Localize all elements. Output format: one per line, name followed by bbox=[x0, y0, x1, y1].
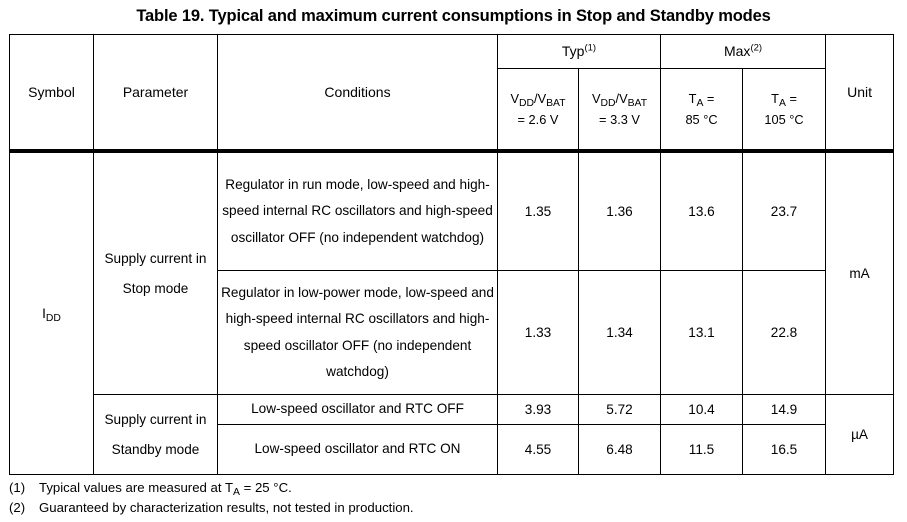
vbat-v-2: /V bbox=[615, 91, 628, 106]
cell-typ33-2: 5.72 bbox=[577, 394, 662, 425]
cell-max105-3: 16.5 bbox=[742, 424, 827, 475]
cell-typ26-2: 3.93 bbox=[497, 394, 579, 425]
footnote-2-text: Guaranteed by characterization results, … bbox=[39, 500, 414, 515]
table-header: Symbol Parameter Conditions Typ(1) Max(2… bbox=[9, 34, 895, 153]
cell-max85-2: 10.4 bbox=[660, 394, 744, 425]
page-title: Table 19. Typical and maximum current co… bbox=[136, 7, 771, 25]
footnote-1: (1) Typical values are measured at TA = … bbox=[9, 478, 889, 498]
header-max-ta-85: TA = 85 °C bbox=[660, 68, 744, 153]
table-row: IDD Supply current in Stop mode Regulato… bbox=[9, 150, 895, 475]
header-unit: Unit bbox=[825, 34, 895, 153]
header-max-ta-105: TA = 105 °C bbox=[742, 68, 827, 153]
idd-i: I bbox=[42, 306, 46, 321]
ta-t-2: T bbox=[771, 91, 779, 106]
footnote-1-text-b: = 25 °C. bbox=[239, 480, 292, 495]
cell-typ33-1: 1.34 bbox=[577, 270, 662, 395]
cell-unit-stop: mA bbox=[825, 150, 895, 395]
header-max-label: Max bbox=[723, 43, 751, 59]
cell-typ26-1: 1.33 bbox=[497, 270, 579, 395]
current-consumption-table: Symbol Parameter Conditions Typ(1) Max(2… bbox=[9, 34, 895, 475]
header-row-sub: VDD/VBAT = 2.6 V VDD/VBAT = 3.3 V TA = 8… bbox=[10, 68, 894, 153]
ta-sub-2: A bbox=[778, 97, 786, 109]
cell-symbol-idd: IDD bbox=[9, 150, 94, 475]
cell-typ33-0: 1.36 bbox=[577, 150, 662, 271]
header-max-footnote-marker: (2) bbox=[750, 42, 763, 54]
footnote-2: (2) Guaranteed by characterization resul… bbox=[9, 498, 889, 518]
cell-conditions-1: Regulator in low-power mode, low-speed a… bbox=[217, 270, 498, 395]
footnote-1-text: Typical values are measured at TA = 25 °… bbox=[39, 478, 889, 498]
header-typ-footnote-marker: (1) bbox=[584, 42, 597, 54]
footnote-1-sub: A bbox=[233, 486, 240, 498]
table-row: Regulator in low-power mode, low-speed a… bbox=[10, 270, 894, 395]
cell-unit-standby: µA bbox=[825, 394, 895, 475]
vdd-sub-1: DD bbox=[519, 97, 535, 109]
max-105-value: 105 °C bbox=[764, 112, 804, 127]
ta-eq-1: = bbox=[703, 91, 715, 106]
header-row-top: Symbol Parameter Conditions Typ(1) Max(2… bbox=[9, 34, 895, 153]
max-85-value: 85 °C bbox=[685, 112, 718, 127]
header-symbol: Symbol bbox=[9, 34, 94, 153]
footnote-1-text-a: Typical values are measured at T bbox=[39, 480, 233, 495]
cell-parameter-standby: Supply current in Standby mode bbox=[93, 394, 218, 475]
header-typ-group: Typ(1) bbox=[496, 34, 662, 69]
header-typ-vdd-26: VDD/VBAT = 2.6 V bbox=[497, 68, 579, 153]
footnote-1-marker: (1) bbox=[9, 480, 26, 495]
vbat-sub-1: BAT bbox=[546, 97, 566, 109]
ta-t-1: T bbox=[688, 91, 697, 106]
cell-conditions-3: Low-speed oscillator and RTC ON bbox=[217, 424, 498, 475]
table-container: Symbol Parameter Conditions Typ(1) Max(2… bbox=[9, 34, 895, 475]
cell-conditions-0: Regulator in run mode, low-speed and hig… bbox=[217, 150, 498, 271]
cell-conditions-2: Low-speed oscillator and RTC OFF bbox=[217, 394, 498, 425]
footnote-2-marker: (2) bbox=[9, 500, 26, 515]
header-typ-vdd-33: VDD/VBAT = 3.3 V bbox=[577, 68, 662, 153]
header-typ-label: Typ bbox=[561, 43, 585, 59]
typ-33-value: = 3.3 V bbox=[599, 112, 640, 127]
cell-max105-0: 23.7 bbox=[742, 150, 827, 271]
cell-max85-3: 11.5 bbox=[660, 424, 744, 475]
typ-26-value: = 2.6 V bbox=[517, 112, 559, 127]
cell-typ26-3: 4.55 bbox=[497, 424, 579, 475]
header-parameter: Parameter bbox=[93, 34, 218, 153]
vdd-v-2: V bbox=[591, 91, 601, 106]
cell-max85-0: 13.6 bbox=[660, 150, 744, 271]
table-row: Low-speed oscillator and RTC ON 4.55 6.4… bbox=[10, 424, 894, 475]
vdd-v-1: V bbox=[510, 91, 519, 106]
vbat-sub-2: BAT bbox=[627, 97, 648, 109]
cell-typ26-0: 1.35 bbox=[497, 150, 579, 271]
cell-typ33-3: 6.48 bbox=[577, 424, 662, 475]
cell-max105-2: 14.9 bbox=[742, 394, 827, 425]
idd-sub: DD bbox=[45, 312, 61, 324]
cell-max105-1: 22.8 bbox=[742, 270, 827, 395]
vdd-sub-2: DD bbox=[600, 97, 616, 109]
vbat-v-1: /V bbox=[534, 91, 547, 106]
footnotes: (1) Typical values are measured at TA = … bbox=[9, 478, 889, 518]
cell-parameter-stop: Supply current in Stop mode bbox=[93, 150, 218, 395]
header-max-group: Max(2) bbox=[660, 34, 827, 69]
cell-max85-1: 13.1 bbox=[660, 270, 744, 395]
ta-sub-1: A bbox=[696, 97, 704, 109]
ta-eq-2: = bbox=[785, 91, 797, 106]
header-conditions: Conditions bbox=[217, 34, 498, 153]
table-row: Supply current in Standby mode Low-speed… bbox=[10, 394, 895, 475]
table-body: IDD Supply current in Stop mode Regulato… bbox=[9, 150, 895, 475]
